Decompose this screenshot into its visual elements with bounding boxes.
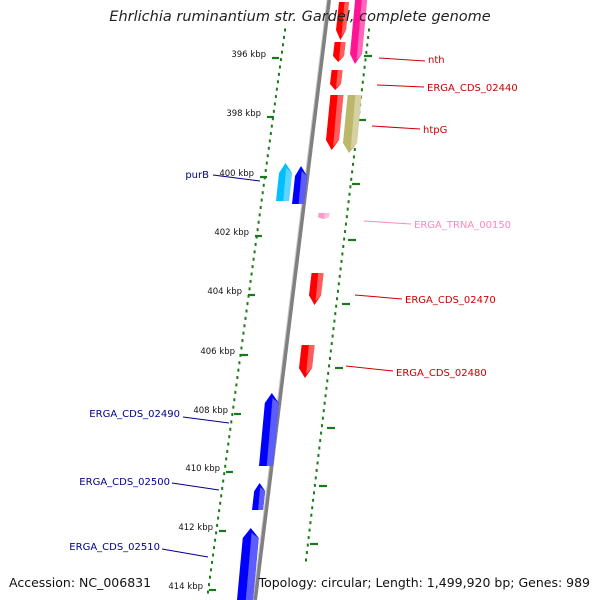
genome-summary: Topology: circular; Length: 1,499,920 bp… [258,575,590,590]
tick-label: 402 kbp [214,228,249,238]
gene-highlight [258,487,266,510]
inner-dotted-guide [207,28,286,594]
gene-arrow[interactable] [350,0,368,64]
gene-arrow-erga_cds_02470[interactable] [309,273,324,305]
tick-label: 408 kbp [193,406,228,416]
tick-label: 396 kbp [231,50,266,60]
gene-arrow-erga_trna_00150[interactable] [318,213,330,219]
gene-highlight [324,213,330,219]
outer-dotted-guide [305,28,370,562]
gene-highlight [333,95,344,146]
tick-marks: 396 kbp 398 kbp 400 kbp 402 kbp 404 kbp 406 k… [168,50,372,592]
tick-label: 414 kbp [168,582,203,592]
tick-label: 410 kbp [185,464,220,474]
gene-label-erga_cds_02440[interactable]: ERGA_CDS_02440 [427,83,518,94]
gene-label-erga_cds_02470[interactable]: ERGA_CDS_02470 [405,295,496,306]
tick-label: 406 kbp [200,347,235,357]
dotted-guides [207,28,370,594]
gene-arrow[interactable] [336,2,350,40]
gene-label-htpg[interactable]: htpG [423,125,447,136]
gene-label-erga_cds_02490[interactable]: ERGA_CDS_02490 [89,409,180,420]
genes [237,0,368,600]
leader-line-erga_trna_00150 [363,220,412,225]
gene-highlight [350,95,362,149]
gene-highlight [341,2,350,36]
gene-labels: nth ERGA_CDS_02440 htpG purB ERGA_TRNA_00150… [69,55,518,558]
gene-arrow-erga_cds_02480[interactable] [299,345,315,378]
gene-highlight [245,533,259,600]
gene-highlight [315,273,324,302]
gene-label-erga_trna_00150[interactable]: ERGA_TRNA_00150 [414,220,511,231]
accession-text: Accession: NC_006831 [9,575,152,590]
tick-label: 412 kbp [178,523,213,533]
leader-line-nth [378,57,426,62]
gene-highlight [336,70,343,88]
gene-highlight [266,398,279,466]
gene-arrow[interactable] [326,95,344,150]
backbone-highlight [252,0,328,600]
gene-arrow-purb[interactable] [276,163,293,201]
gene-highlight [298,171,308,204]
leader-line-purb [212,174,261,182]
gene-highlight [356,0,368,60]
leader-line-erga_cds_02470 [354,294,403,300]
leader-line-erga_cds_02490 [182,416,230,424]
gene-label-purb[interactable]: purB [185,170,209,181]
leader-line-erga_cds_02480 [345,365,394,372]
backbone-line [253,0,331,600]
gene-arrow-erga_cds_02500[interactable] [252,483,266,510]
gene-label-erga_cds_02510[interactable]: ERGA_CDS_02510 [69,542,160,553]
gene-label-nth[interactable]: nth [428,55,445,66]
gene-label-erga_cds_02480[interactable]: ERGA_CDS_02480 [396,368,487,379]
gene-highlight [339,42,346,60]
genome-title: Ehrlichia ruminantium str. Gardel, compl… [109,9,491,25]
gene-arrow-htpg[interactable] [343,95,362,153]
leader-line-erga_cds_02500 [171,482,220,491]
gene-highlight [283,168,293,201]
tick-label: 404 kbp [207,287,242,297]
gene-highlight [306,345,315,375]
gene-arrow-nth[interactable] [333,42,346,62]
gene-label-erga_cds_02500[interactable]: ERGA_CDS_02500 [79,477,170,488]
leader-line-htpg [371,125,421,130]
genome-backbone [252,0,331,600]
leader-line-erga_cds_02440 [376,84,425,88]
gene-arrow-erga_cds_02510[interactable] [237,528,259,600]
gene-arrow-erga_cds_02490[interactable] [259,393,279,466]
gene-arrow-erga_cds_02440[interactable] [330,70,343,90]
gene-arrow[interactable] [292,166,308,204]
tick-label: 400 kbp [219,169,254,179]
leader-line-erga_cds_02510 [161,548,209,558]
tick-label: 398 kbp [226,109,261,119]
